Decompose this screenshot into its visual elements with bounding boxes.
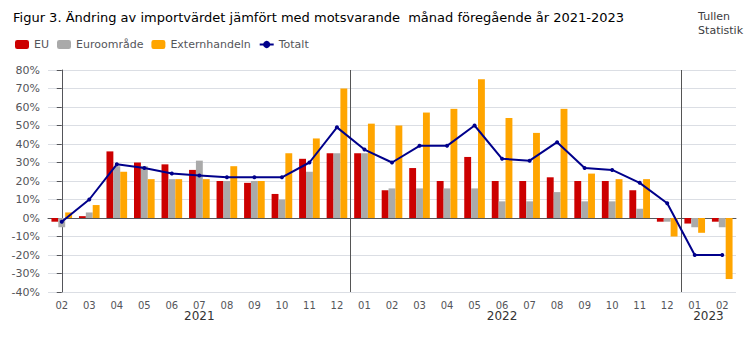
svg-text:20%: 20% <box>16 175 40 188</box>
svg-text:05: 05 <box>138 300 151 311</box>
svg-text:09: 09 <box>578 300 591 311</box>
svg-text:0%: 0% <box>23 212 40 225</box>
svg-text:Statistik: Statistik <box>698 24 744 37</box>
svg-text:03: 03 <box>83 300 96 311</box>
svg-text:01: 01 <box>358 300 371 311</box>
svg-text:30%: 30% <box>16 156 40 169</box>
svg-text:11: 11 <box>303 300 316 311</box>
svg-text:2021: 2021 <box>184 309 215 323</box>
svg-text:50%: 50% <box>16 119 40 132</box>
svg-text:Externhandeln: Externhandeln <box>170 38 250 51</box>
svg-text:-20%: -20% <box>12 249 40 262</box>
svg-text:08: 08 <box>221 300 234 311</box>
svg-text:Tullen: Tullen <box>697 10 730 23</box>
svg-text:10: 10 <box>276 300 289 311</box>
svg-text:04: 04 <box>441 300 454 311</box>
svg-text:2022: 2022 <box>487 309 518 323</box>
svg-text:06: 06 <box>165 300 178 311</box>
svg-text:80%: 80% <box>16 64 40 77</box>
svg-text:2023: 2023 <box>693 309 724 323</box>
svg-text:EU: EU <box>34 38 49 51</box>
svg-text:01: 01 <box>688 300 701 311</box>
svg-text:06: 06 <box>496 300 509 311</box>
svg-text:10%: 10% <box>16 193 40 206</box>
svg-text:08: 08 <box>551 300 564 311</box>
svg-text:04: 04 <box>110 300 123 311</box>
svg-text:-40%: -40% <box>12 286 40 299</box>
svg-text:Euroområde: Euroområde <box>76 38 144 51</box>
svg-text:12: 12 <box>331 300 344 311</box>
svg-text:40%: 40% <box>16 138 40 151</box>
svg-text:07: 07 <box>193 300 206 311</box>
svg-text:10: 10 <box>606 300 619 311</box>
svg-text:02: 02 <box>716 300 729 311</box>
svg-text:02: 02 <box>386 300 399 311</box>
svg-text:60%: 60% <box>16 101 40 114</box>
svg-text:03: 03 <box>413 300 426 311</box>
svg-text:Totalt: Totalt <box>278 38 310 51</box>
svg-text:12: 12 <box>661 300 674 311</box>
svg-text:-10%: -10% <box>12 230 40 243</box>
svg-text:09: 09 <box>248 300 261 311</box>
svg-text:07: 07 <box>523 300 536 311</box>
svg-text:-30%: -30% <box>12 267 40 280</box>
svg-text:02: 02 <box>55 300 68 311</box>
svg-text:Figur 3. Ändring av importvärd: Figur 3. Ändring av importvärdet jämfört… <box>13 10 624 25</box>
svg-text:05: 05 <box>468 300 481 311</box>
svg-text:70%: 70% <box>16 82 40 95</box>
svg-text:11: 11 <box>633 300 646 311</box>
